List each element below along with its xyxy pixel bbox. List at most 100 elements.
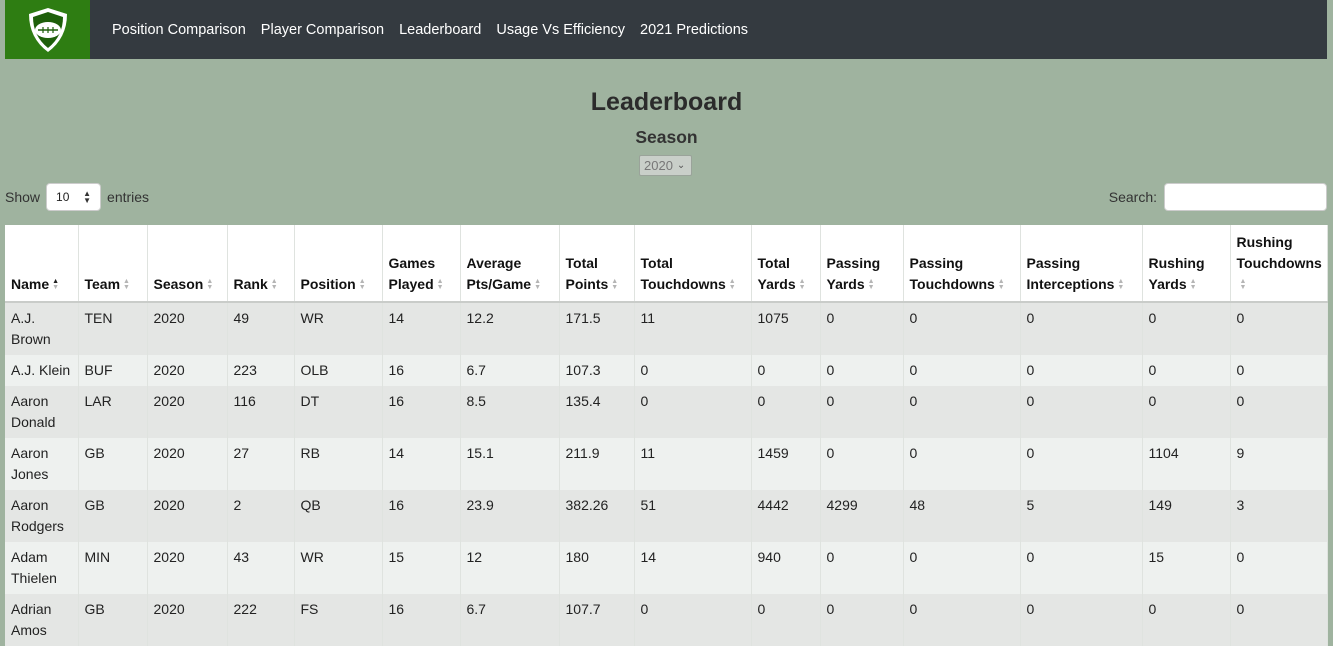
chevron-down-icon: ⌄	[676, 160, 686, 171]
table-cell: 107.7	[559, 594, 635, 646]
table-cell: DT	[294, 386, 383, 438]
table-cell: BUF	[78, 355, 148, 386]
column-header-line1: Total	[565, 255, 598, 271]
table-cell: 14	[634, 542, 752, 594]
sort-arrows-icon: ▲▼	[123, 278, 130, 291]
table-cell: 15	[382, 542, 461, 594]
table-cell: 0	[1230, 302, 1328, 355]
column-header[interactable]: Rushing Touchdowns ▲▼	[1230, 225, 1328, 303]
table-cell: RB	[294, 438, 383, 490]
sort-arrows-icon: ▲▼	[534, 278, 541, 291]
table-cell: FS	[294, 594, 383, 646]
table-cell: 0	[1142, 355, 1231, 386]
sort-arrows-icon: ▲▼	[270, 278, 278, 291]
player-name-cell: Aaron Rodgers	[5, 490, 79, 542]
table-row[interactable]: Aaron Donald LAR 2020 116 DT 16 8.5 135.4 0 0 0 0 0 0 0	[5, 386, 1328, 438]
column-header[interactable]: Passing Yards ▲▼	[820, 225, 904, 303]
column-header[interactable]: Passing Touchdowns ▲▼	[903, 225, 1021, 303]
season-select[interactable]: 2020 ⌄	[639, 155, 692, 176]
column-header[interactable]: Total Touchdowns ▲▼	[634, 225, 752, 303]
sort-arrows-icon: ▲▼	[206, 278, 213, 291]
table-cell: 180	[559, 542, 635, 594]
nav-usage-vs-efficiency[interactable]: Usage Vs Efficiency	[496, 21, 626, 38]
table-cell: 0	[903, 386, 1021, 438]
search-input[interactable]	[1164, 183, 1327, 211]
column-header[interactable]: Rushing Yards ▲▼	[1142, 225, 1231, 303]
table-cell: 6.7	[460, 355, 560, 386]
brand-logo[interactable]	[5, 0, 90, 59]
table-cell: 51	[634, 490, 752, 542]
season-heading: Season	[635, 127, 698, 147]
table-cell: 0	[820, 302, 904, 355]
table-cell: GB	[78, 438, 148, 490]
column-header-line1: Average	[466, 255, 522, 271]
table-cell: 2020	[147, 355, 228, 386]
sort-arrows-icon: ▲▼	[611, 278, 618, 291]
player-name-cell: Aaron Jones	[5, 438, 79, 490]
table-cell: MIN	[78, 542, 148, 594]
table-row[interactable]: Aaron Jones GB 2020 27 RB 14 15.1 211.9 11 1459 0 0 0…	[5, 438, 1328, 490]
player-name-part: A.J.	[11, 310, 36, 326]
table-cell: 0	[1142, 594, 1231, 646]
nav-position-comparison[interactable]: Position Comparison	[112, 21, 246, 38]
table-cell: 12.2	[460, 302, 560, 355]
player-name-part: Donald	[11, 414, 56, 430]
table-cell: 0	[903, 302, 1021, 355]
table-body: A.J. Brown TEN 2020 49 WR 14 12.2 171.5 11 1075 0 0 0…	[5, 302, 1328, 646]
column-header-line2: Touchdowns	[909, 276, 995, 292]
table-row[interactable]: Adrian Amos GB 2020 222 FS 16 6.7 107.7 0 0 0 0 0 0 0	[5, 594, 1328, 646]
player-name-part: Jones	[11, 466, 49, 482]
table-row[interactable]: A.J. Klein BUF 2020 223 OLB 16 6.7 107.3 0 0 0 0 0 0 0	[5, 355, 1328, 386]
nav-player-comparison[interactable]: Player Comparison	[260, 21, 385, 38]
column-header[interactable]: Games Played ▲▼	[382, 225, 461, 303]
column-header-line2: Yards	[757, 276, 796, 292]
column-header-line1: Rushing	[1148, 255, 1205, 271]
table-cell: 222	[227, 594, 295, 646]
column-header[interactable]: Average Pts/Game ▲▼	[460, 225, 560, 303]
table-cell: 211.9	[559, 438, 635, 490]
player-name-part: Thielen	[11, 570, 57, 586]
player-name-cell: A.J. Klein	[5, 355, 79, 386]
column-header[interactable]: Position ▲▼	[294, 225, 383, 303]
table-cell: 14	[382, 438, 461, 490]
column-header[interactable]: Rank ▲▼	[227, 225, 295, 303]
table-cell: 0	[1230, 542, 1328, 594]
table-cell: 11	[634, 438, 752, 490]
table-cell: 1104	[1142, 438, 1231, 490]
column-header[interactable]: Team ▲▼	[78, 225, 148, 303]
table-cell: 0	[903, 438, 1021, 490]
column-header-line1: Total	[757, 255, 790, 271]
table-row[interactable]: Adam Thielen MIN 2020 43 WR 15 12 180 14 940 0 0 0 15 0	[5, 542, 1328, 594]
table-cell: 0	[634, 594, 752, 646]
column-header-line1: Games	[388, 255, 436, 271]
column-header-line2: Team	[84, 276, 121, 292]
table-row[interactable]: A.J. Brown TEN 2020 49 WR 14 12.2 171.5 11 1075 0 0 0…	[5, 302, 1328, 355]
table-cell: 16	[382, 355, 461, 386]
column-header[interactable]: Total Yards ▲▼	[751, 225, 821, 303]
player-name-part: Adam	[11, 549, 48, 565]
column-header-line2: Played	[388, 276, 434, 292]
table-cell: 0	[903, 594, 1021, 646]
sort-arrows-icon: ▲▼	[1117, 278, 1124, 291]
table-cell: 0	[751, 386, 821, 438]
table-cell: 43	[227, 542, 295, 594]
column-header[interactable]: Passing Interceptions ▲▼	[1020, 225, 1143, 303]
table-cell: 2020	[147, 302, 228, 355]
table-cell: GB	[78, 490, 148, 542]
column-header-line2: Yards	[826, 276, 865, 292]
table-cell: 16	[382, 490, 461, 542]
table-cell: OLB	[294, 355, 383, 386]
column-header[interactable]: Season ▲▼	[147, 225, 228, 303]
table-cell: 940	[751, 542, 821, 594]
player-name-cell: Adrian Amos	[5, 594, 79, 646]
nav-2021-predictions[interactable]: 2021 Predictions	[640, 21, 749, 38]
column-header[interactable]: Total Points ▲▼	[559, 225, 635, 303]
leaderboard-table: Name ▲▼ Team ▲▼ Season ▲▼ Rank ▲▼ Position ▲▼ Game…	[5, 225, 1328, 646]
table-cell: 14	[382, 302, 461, 355]
table-cell: 16	[382, 594, 461, 646]
column-header[interactable]: Name ▲▼	[5, 225, 79, 303]
nav-leaderboard[interactable]: Leaderboard	[399, 21, 482, 38]
table-row[interactable]: Aaron Rodgers GB 2020 2 QB 16 23.9 382.26 51 4442 4…	[5, 490, 1328, 542]
table-cell: 0	[820, 438, 904, 490]
entries-select[interactable]: 10 ▲ ▼	[46, 183, 102, 211]
